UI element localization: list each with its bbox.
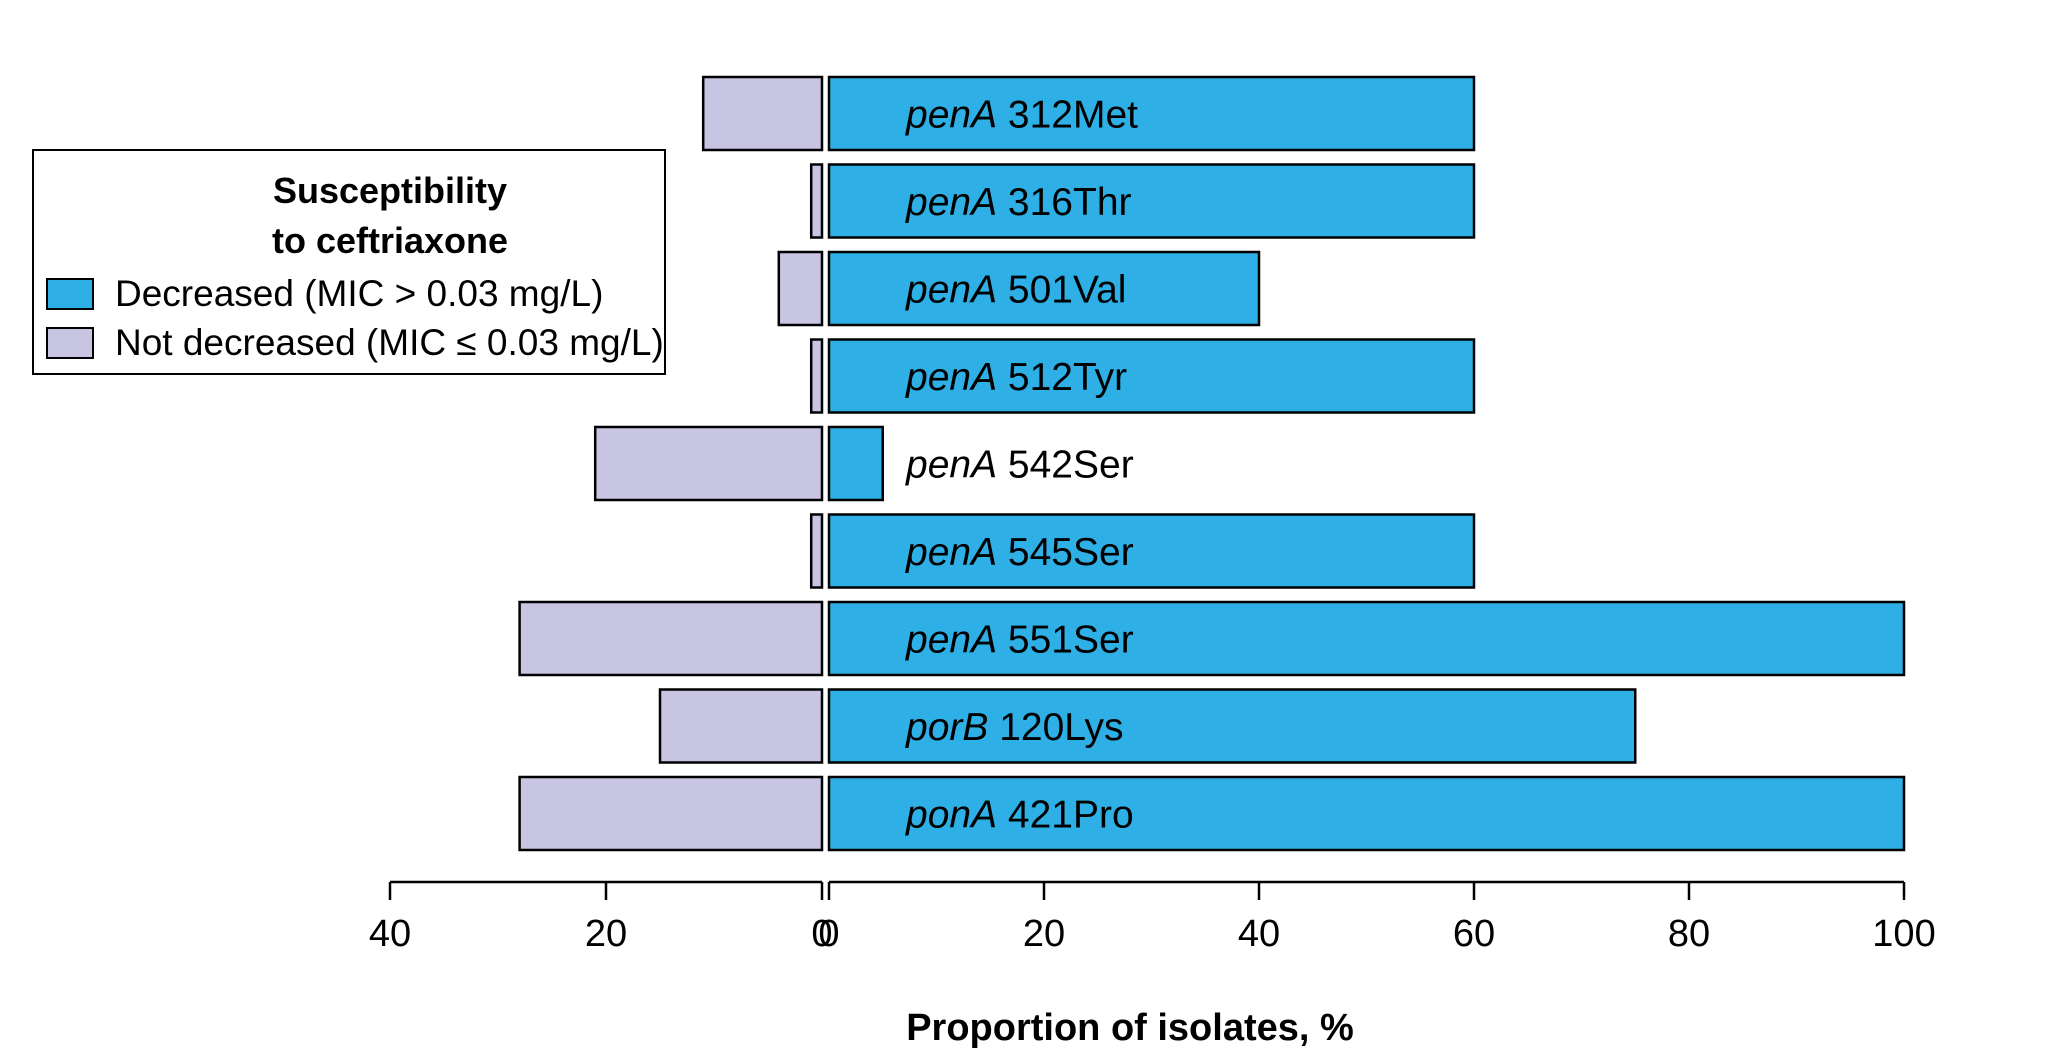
gene-name: penA [905, 94, 997, 137]
variant-name: 312Met [997, 94, 1138, 137]
x-tick-label-right: 40 [1238, 913, 1280, 955]
bar-decreased-pona-421pro [827, 775, 1906, 852]
variant-name: 512Tyr [997, 356, 1127, 399]
bar-not-decreased-pena-545ser [809, 513, 824, 589]
bar-decreased-pena-312met [827, 75, 1476, 152]
bar-decreased-porb-120lys [827, 688, 1637, 764]
x-tick-label-right: 60 [1453, 913, 1495, 955]
gene-name: penA [905, 269, 997, 312]
category-label-pena-542ser: penA 542Ser [905, 444, 1134, 487]
bar-decreased-pena-316thr [827, 163, 1476, 239]
legend-label-decreased: Decreased (MIC > 0.03 mg/L) [115, 273, 603, 314]
decreased-bars [827, 75, 1906, 852]
x-tick-label-right: 80 [1668, 913, 1710, 955]
gene-name: penA [905, 181, 997, 224]
category-label-pena-551ser: penA 551Ser [905, 619, 1134, 662]
variant-name: 421Pro [997, 794, 1134, 837]
category-label-pena-312met: penA 312Met [905, 94, 1138, 137]
variant-name: 542Ser [997, 444, 1134, 487]
bar-decreased-pena-542ser [827, 425, 884, 502]
x-axis-right: 0 20 40 60 80 100 [818, 880, 1936, 955]
bar-not-decreased-pena-316thr [809, 163, 824, 239]
x-tick-label-right: 20 [1023, 913, 1065, 955]
x-tick-label-left: 20 [585, 913, 627, 955]
bar-decreased-pena-545ser [827, 513, 1476, 589]
bar-decreased-pena-501val [827, 250, 1261, 327]
variant-name: 120Lys [988, 706, 1123, 749]
legend-title-line2: to ceftriaxone [272, 220, 508, 261]
category-label-pena-545ser: penA 545Ser [905, 531, 1134, 574]
gene-name: penA [905, 619, 997, 662]
x-axis-left: 40 20 0 [369, 880, 833, 955]
bar-not-decreased-pona-421pro [518, 775, 824, 852]
variant-name: 545Ser [997, 531, 1134, 574]
not-decreased-bars [518, 75, 824, 852]
x-tick-label-right: 100 [1872, 913, 1935, 955]
x-axis-title: Proportion of isolates, % [906, 1007, 1354, 1049]
bar-not-decreased-pena-512tyr [809, 338, 824, 414]
gene-name: porB [905, 706, 988, 749]
variant-name: 551Ser [997, 619, 1134, 662]
variant-name: 316Thr [997, 181, 1131, 224]
category-label-pena-316thr: penA 316Thr [905, 181, 1132, 224]
x-tick-label-left: 40 [369, 913, 411, 955]
bar-not-decreased-pena-312met [701, 75, 824, 152]
legend-swatch-decreased [46, 278, 94, 310]
legend: Susceptibility to ceftriaxone Decreased … [32, 149, 666, 375]
bar-decreased-pena-551ser [827, 600, 1906, 677]
legend-box [32, 149, 666, 375]
x-tick-label-left: 0 [811, 913, 832, 955]
legend-swatch-not-decreased [46, 327, 94, 359]
bar-not-decreased-pena-501val [777, 250, 824, 327]
category-label-pena-501val: penA 501Val [905, 269, 1126, 312]
category-label-pena-512tyr: penA 512Tyr [905, 356, 1127, 399]
legend-label-not-decreased: Not decreased (MIC ≤ 0.03 mg/L) [115, 322, 664, 363]
gene-name: penA [905, 531, 997, 574]
gene-name: ponA [905, 794, 997, 837]
legend-title-line1: Susceptibility [273, 170, 507, 211]
category-label-pona-421pro: ponA 421Pro [905, 794, 1134, 837]
variant-name: 501Val [997, 269, 1126, 312]
x-tick-label-right: 0 [818, 913, 839, 955]
gene-name: penA [905, 356, 997, 399]
category-label-porb-120lys: porB 120Lys [905, 706, 1124, 749]
bar-not-decreased-porb-120lys [658, 688, 824, 764]
bar-not-decreased-pena-542ser [593, 425, 824, 502]
bar-not-decreased-pena-551ser [518, 600, 824, 677]
gene-name: penA [905, 444, 997, 487]
bar-decreased-pena-512tyr [827, 338, 1476, 414]
